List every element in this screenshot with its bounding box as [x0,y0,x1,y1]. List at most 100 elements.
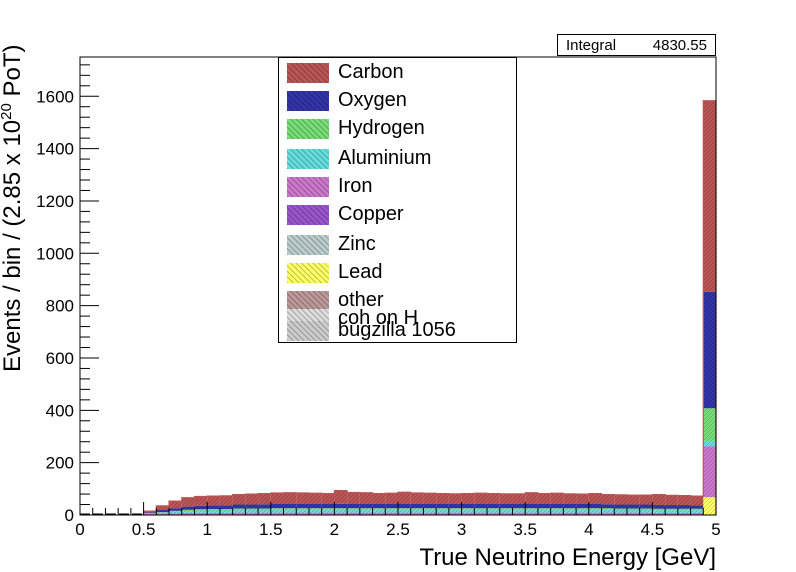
x-tick-label: 0 [75,520,84,539]
bar-hatch-carbon [359,492,373,505]
bar-hatch-aluminium [372,509,386,513]
bar-hatch-aluminium [156,512,170,514]
bar-hatch-hydrogen [321,508,335,510]
bar-hatch-aluminium [194,510,208,513]
bar-hatch-iron [550,512,564,515]
legend-label: Hydrogen [338,117,425,139]
bar-hatch-aluminium [169,511,182,514]
bar-hatch-aluminium [588,509,602,513]
bar-hatch-hydrogen [601,508,615,510]
bar-hatch-hydrogen [347,508,360,510]
bar-hatch-carbon [207,496,220,506]
bar-hatch-hydrogen [398,508,411,510]
bar-hatch-aluminium [296,509,309,513]
bar-hatch-aluminium [359,509,373,513]
bar-hatch-carbon [143,511,157,513]
bar-hatch-iron [461,512,475,515]
bar-hatch-carbon [525,492,538,505]
legend-entry-carbon: Carbon [279,59,518,85]
y-tick-label: 1200 [36,192,74,211]
bar-hatch-hydrogen [283,508,297,510]
bar-hatch-iron [512,512,526,515]
bar-hatch-oxygen [461,504,475,509]
bar-hatch-aluminium [576,509,589,513]
bar-hatch-hydrogen [385,508,398,510]
legend-label: Iron [338,175,373,197]
bar-hatch-iron [283,512,297,515]
bar-hatch-carbon [347,492,360,505]
bar-hatch-carbon [385,493,398,505]
bar-hatch-hydrogen [296,508,309,510]
bar-hatch-oxygen [207,505,220,509]
bar-hatch-hydrogen [359,508,373,510]
bar-hatch-carbon [677,495,691,506]
bar-hatch-hydrogen [181,509,195,512]
x-tick-label: 1.5 [259,520,283,539]
y-axis-label-tail: PoT) [0,44,26,103]
x-tick-label: 0.5 [132,520,156,539]
bar-hatch-hydrogen [308,508,322,510]
bar-hatch-oxygen [588,504,602,509]
bar-hatch-aluminium [563,509,577,513]
bar-hatch-oxygen [219,505,233,509]
bar-hatch-hydrogen [245,508,259,511]
bar-hatch-carbon [410,493,424,505]
legend-entry-oxygen: Oxygen [279,87,518,113]
bar-hatch-iron [652,512,666,515]
bar-hatch-aluminium [690,510,704,513]
bar-hatch-carbon [245,494,259,505]
bar-hatch-hydrogen [550,508,564,510]
bar-hatch-carbon [308,493,322,505]
bar-hatch-oxygen [690,505,704,509]
bar-hatch-iron [232,512,246,515]
bar-hatch-iron [194,512,208,515]
bar-hatch-oxygen [499,504,513,509]
bar-hatch-oxygen [410,504,424,509]
legend-label: coh on H [338,307,419,329]
bar-hatch-hydrogen [588,508,602,510]
bar-hatch-iron [398,512,411,515]
bar-hatch-hydrogen [219,508,233,511]
bar-hatch-iron [169,513,182,515]
bar-hatch-hydrogen [423,508,437,510]
bar-hatch-oxygen [703,291,716,409]
bar-hatch-iron [487,512,500,515]
bar-hatch-hydrogen [410,508,424,510]
bar-hatch-aluminium [626,510,640,513]
bar-hatch-hydrogen [512,508,526,510]
bar-hatch-oxygen [652,505,666,509]
bar-hatch-aluminium [283,509,297,513]
bar-hatch-aluminium [512,509,526,513]
bar-hatch-carbon [601,494,615,505]
bar-hatch-aluminium [550,509,564,513]
bar-hatch-hydrogen [334,508,348,510]
bar-hatch-aluminium [181,511,195,513]
bar-hatch-iron [334,512,348,515]
bar-hatch-aluminium [245,510,259,513]
bar-hatch-aluminium [639,510,653,513]
y-tick-label: 0 [65,506,74,525]
bar-hatch-hydrogen [665,508,678,511]
stacked-bars [80,100,717,515]
bar-hatch-carbon [156,505,170,511]
legend-swatch [287,91,329,111]
bar-hatch-hydrogen [677,508,691,511]
legend-label: Aluminium [338,147,432,169]
bar-hatch-carbon [474,493,488,505]
bar-hatch-carbon [321,493,335,505]
legend-label: Carbon [338,61,404,83]
bar-hatch-oxygen [181,506,195,510]
bar-hatch-aluminium [308,509,322,513]
bar-hatch-iron [385,512,398,515]
bar-hatch-iron [563,512,577,515]
legend-entry-copper: Copper [279,201,518,227]
x-tick-label: 3 [457,520,466,539]
bar-hatch-aluminium [601,509,615,513]
bar-hatch-lead [703,497,716,515]
bar-hatch-hydrogen [207,508,220,511]
bar-hatch-oxygen [372,504,386,509]
y-tick-label: 1600 [36,87,74,106]
bar-hatch-aluminium [436,509,449,513]
legend-label: Oxygen [338,89,407,111]
bar-hatch-oxygen [423,504,437,509]
